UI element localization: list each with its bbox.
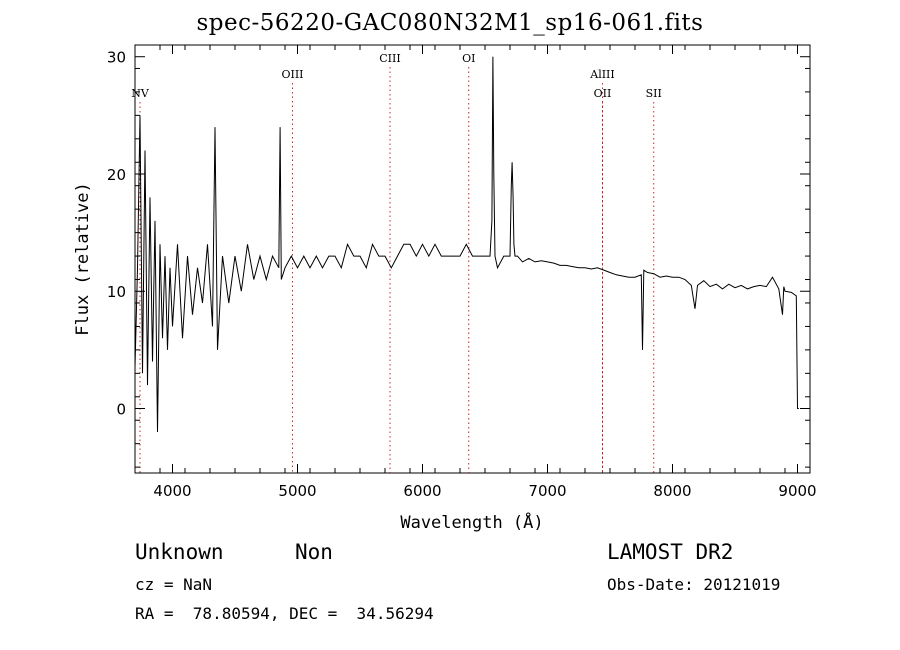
x-axis-label: Wavelength (Å) <box>400 511 543 533</box>
axis-ticks: 4000 5000 6000 7000 8000 9000 0 10 20 30 <box>107 45 817 500</box>
y-axis-label: Flux (relative) <box>73 182 93 336</box>
line-marker-label: OI <box>462 52 475 65</box>
object-subclass: Non <box>295 540 333 564</box>
spectrum-line <box>134 56 799 433</box>
x-tick-label: 9000 <box>778 482 816 500</box>
line-marker-label: NV <box>131 87 150 100</box>
x-tick-label: 5000 <box>278 482 316 500</box>
line-marker-label: OIII <box>281 68 303 81</box>
x-tick-label: 4000 <box>153 482 191 500</box>
y-tick-label: 10 <box>107 283 126 301</box>
chart-title: spec-56220-GAC080N32M1_sp16-061.fits <box>196 10 704 36</box>
y-tick-label: 0 <box>116 401 126 419</box>
x-tick-label: 7000 <box>528 482 566 500</box>
redshift-label: cz = NaN <box>135 575 213 594</box>
plot-frame <box>134 44 811 474</box>
line-marker-label: OII <box>594 87 612 100</box>
y-tick-label: 20 <box>107 166 126 184</box>
line-marker-label: CIII <box>379 52 400 65</box>
coordinates-label: RA = 78.80594, DEC = 34.56294 <box>135 604 434 623</box>
line-marker-label: AlIII <box>589 68 615 81</box>
survey-label: LAMOST DR2 <box>607 540 734 564</box>
x-tick-label: 8000 <box>653 482 691 500</box>
emission-line-markers: NV OIII CIII OI AlIII OII SII <box>131 52 662 473</box>
y-tick-label: 30 <box>107 49 126 67</box>
x-tick-label: 6000 <box>403 482 441 500</box>
object-class: Unknown <box>135 540 224 564</box>
obs-date-label: Obs-Date: 20121019 <box>607 575 781 594</box>
line-marker-label: SII <box>646 87 662 100</box>
